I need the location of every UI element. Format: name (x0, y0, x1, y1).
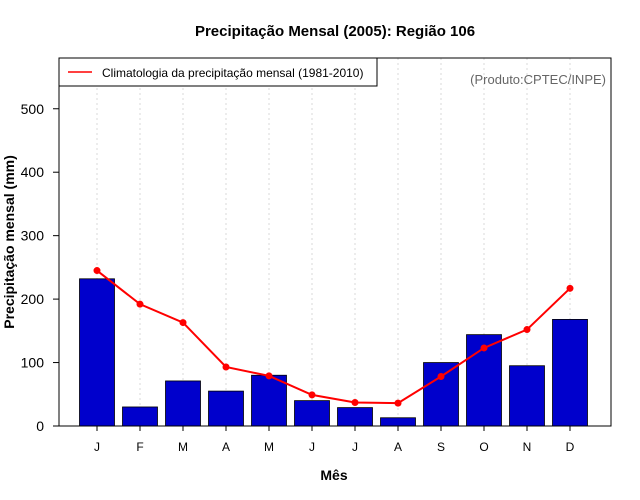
y-tick-label: 300 (21, 228, 45, 244)
y-tick-label: 200 (21, 291, 45, 307)
climatology-point-6 (351, 399, 359, 407)
chart-title: Precipitação Mensal (2005): Região 106 (195, 23, 475, 40)
climatology-point-11 (566, 284, 574, 292)
y-tick-label: 100 (21, 355, 45, 371)
y-tick-label: 500 (21, 101, 45, 117)
climatology-point-1 (136, 300, 144, 308)
bar-5 (294, 400, 330, 427)
bar-6 (337, 407, 373, 427)
bar-3 (208, 390, 244, 427)
legend: Climatologia da precipitação mensal (198… (58, 57, 378, 87)
x-tick-label: F (136, 440, 143, 454)
y-axis-label: Precipitação mensal (mm) (1, 155, 17, 329)
legend-entry: Climatologia da precipitação mensal (198… (102, 66, 363, 80)
bar-1 (122, 406, 158, 427)
bar-11 (552, 319, 588, 427)
line-layer (93, 267, 574, 407)
x-tick-label: A (394, 440, 402, 454)
y-tick-label: 0 (36, 418, 44, 434)
x-tick-label: J (94, 440, 100, 454)
x-tick-label: O (479, 440, 488, 454)
climatology-point-10 (523, 326, 531, 334)
climatology-point-7 (394, 399, 402, 407)
bar-8 (423, 362, 459, 427)
bar-2 (165, 380, 201, 427)
climatology-point-5 (308, 391, 316, 399)
x-tick-label: M (178, 440, 188, 454)
bar-4 (251, 374, 287, 427)
climatology-point-4 (265, 372, 273, 380)
source-annotation: (Produto:CPTEC/INPE) (470, 72, 606, 87)
x-tick-label: J (352, 440, 358, 454)
x-tick-label: J (309, 440, 315, 454)
x-tick-label: M (264, 440, 274, 454)
bar-10 (509, 365, 545, 427)
y-tick-label: 400 (21, 164, 45, 180)
bar-0 (79, 278, 115, 427)
climatology-line (96, 269, 571, 405)
climatology-point-3 (222, 363, 230, 371)
legend-box (58, 57, 378, 87)
climatology-point-8 (437, 373, 445, 381)
x-tick-label: A (222, 440, 230, 454)
climatology-point-0 (93, 267, 101, 275)
bar-7 (380, 417, 416, 427)
bars-layer (79, 278, 588, 427)
x-tick-label: S (437, 440, 445, 454)
x-axis-label: Mês (320, 467, 347, 483)
climatology-point-9 (480, 344, 488, 352)
x-tick-label: D (566, 440, 575, 454)
x-tick-label: N (523, 440, 532, 454)
climatology-point-2 (179, 319, 187, 327)
y-axis: 0 100 200 300 400 500 (21, 101, 59, 434)
